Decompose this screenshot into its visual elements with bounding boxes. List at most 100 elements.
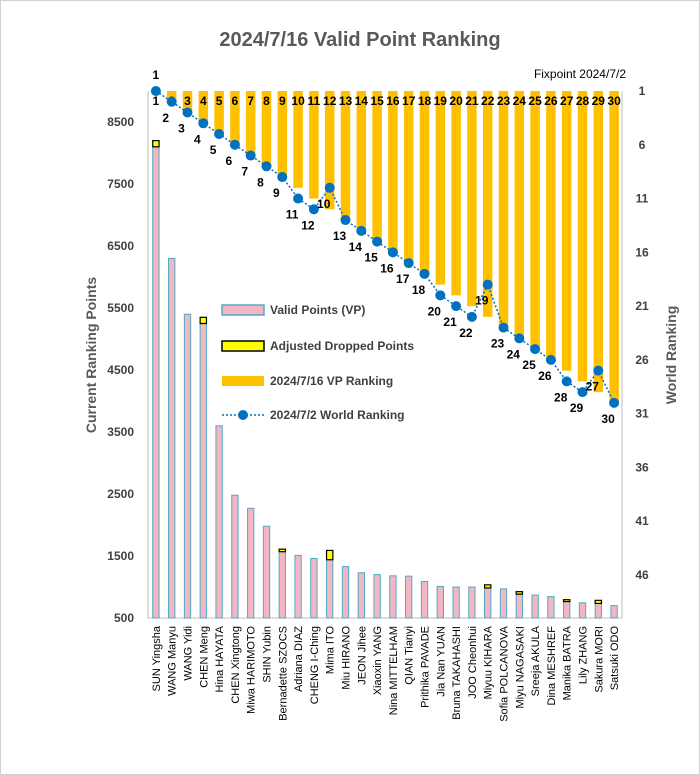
world-ranking-label: 28 [554,390,568,404]
valid-points-bar [326,559,334,619]
vp-ranking-bar [182,91,193,113]
category-label: Sakura MORI [593,626,605,693]
world-ranking-point [150,86,161,96]
dropped-points-bar [152,140,160,148]
world-ranking-label: 17 [396,272,410,286]
y-tick-label: 3500 [107,425,134,439]
legend-swatch-dropped-points [221,340,265,352]
chart-subtitle: Fixpoint 2024/7/2 [534,67,626,81]
valid-point-bars [152,140,618,619]
category-labels: SUN Yingsha WANG Manyu WANG Yidi CHEN Meng H… [151,625,621,722]
vp-ranking-bar [324,91,335,210]
world-ranking-point [356,225,367,236]
world-ranking-point [308,204,319,215]
vp-ranking-label: 29 [592,94,606,108]
world-ranking-point [293,193,304,204]
vp-ranking-bar [214,91,224,135]
vp-ranking-bar [230,91,240,145]
vp-ranking-label: 15 [370,94,384,108]
legend-label: 2024/7/2 World Ranking [270,408,405,422]
valid-points-bar [183,313,192,619]
vp-ranking-bar [261,91,272,167]
y-tick-label: 1500 [107,549,134,563]
y-tick-label: 6500 [107,239,134,253]
vp-ranking-bar [561,91,572,371]
vp-ranking-bar [593,91,604,393]
world-ranking-label: 7 [241,165,248,179]
world-ranking-point [214,129,225,140]
vp-ranking-label: 8 [263,94,270,108]
category-label: Sreeja AKULA [530,625,542,696]
vp-ranking-bar [277,91,288,178]
vp-ranking-label: 21 [465,94,479,108]
category-label: WANG Yidi [183,626,195,681]
world-ranking-point [403,258,414,269]
world-ranking-label: 29 [570,401,584,415]
valid-points-bar [563,601,571,619]
vp-ranking-label: 23 [497,94,511,108]
legend-label: Adjusted Dropped Points [270,339,414,353]
vp-ranking-label: 5 [216,94,223,108]
valid-points-bar [515,593,523,619]
vp-ranking-label: 27 [560,94,574,108]
category-label: QIAN Tianyi [404,626,416,685]
world-ranking-label: 6 [226,154,233,168]
dropped-points-bar [594,599,603,605]
vp-ranking-label: 18 [418,94,432,108]
y-axis-title: Current Ranking Points [83,277,99,434]
vp-ranking-bar [245,91,256,156]
vp-ranking-label: 12 [323,94,337,108]
vp-ranking-bar [577,91,588,382]
vp-ranking-label: 19 [434,94,448,108]
world-ranking-label: 21 [443,315,457,329]
world-ranking-label: 5 [210,143,217,157]
world-ranking-label: 2 [162,111,169,125]
vp-ranking-label: 24 [513,94,527,108]
vp-ranking-label: 28 [576,94,590,108]
axis-ticks: 5001500250035004500550065007500850016111… [107,84,649,625]
dropped-points-bar [562,599,571,603]
valid-points-bar [420,580,429,619]
category-label: Miwa HARIMOTO [246,626,258,714]
category-label: Bernadette SZOCS [277,626,289,721]
world-ranking-point [561,376,572,387]
category-label: Manika BATRA [562,625,574,700]
world-ranking-point [577,387,588,398]
vp-ranking-bar [546,91,556,360]
world-ranking-point [372,236,383,247]
vp-ranking-bar [609,91,619,403]
valid-points-bar [310,557,318,619]
valid-points-bar [499,588,508,619]
world-ranking-point [245,150,256,161]
world-ranking-label: 9 [273,186,280,200]
vp-ranking-label: 22 [481,94,495,108]
world-ranking-label: 27 [586,380,600,394]
vp-ranking-bar [403,91,414,264]
vp-ranking-label: 16 [386,94,400,108]
world-ranking-label: 19 [475,294,489,308]
y2-tick-label: 46 [635,568,649,582]
world-ranking-point [451,301,462,312]
category-label: SUN Yingsha [151,625,163,691]
world-ranking-label: 26 [538,369,552,383]
vp-ranking-label: 11 [308,94,321,108]
category-label: Nina MITTELHAM [388,626,400,715]
valid-points-bar [610,605,618,619]
y-tick-label: 8500 [107,115,134,129]
y2-tick-label: 16 [635,245,649,259]
category-label: Prithika PAVADE [420,626,432,708]
valid-points-bar [484,587,492,619]
y-tick-label: 500 [114,611,134,625]
y2-tick-label: 1 [639,84,646,98]
world-ranking-label: 23 [491,337,505,351]
world-ranking-point [166,96,177,107]
vp-ranking-label: 20 [449,94,463,108]
vp-ranking-bar [482,91,493,317]
legend-swatch-world-ranking-marker [238,410,248,420]
world-ranking-label: 15 [364,251,378,265]
vp-ranking-bar [419,91,430,274]
vp-ranking-label: 7 [247,94,254,108]
world-ranking-point [530,344,541,355]
vp-ranking-bar [467,91,477,307]
